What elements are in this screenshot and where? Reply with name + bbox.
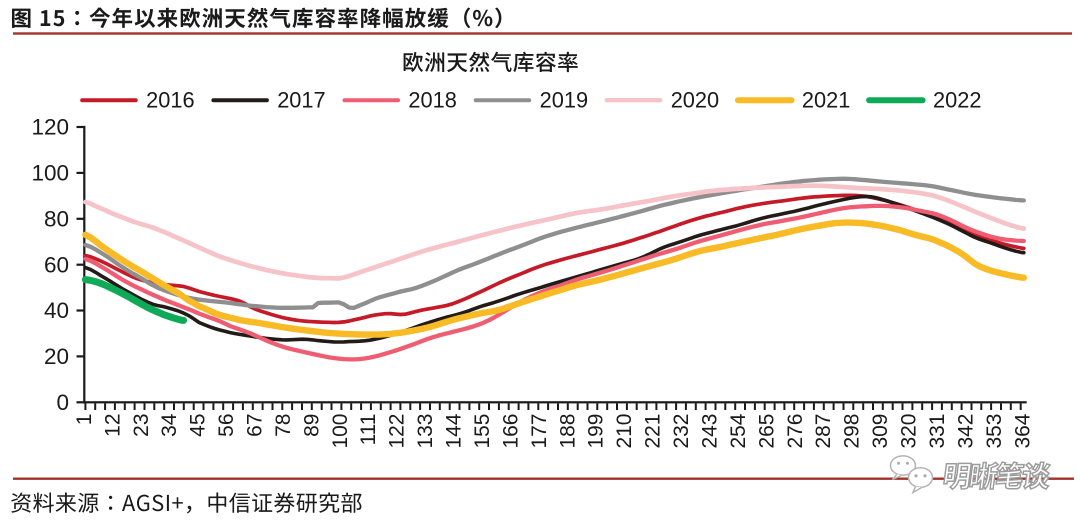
svg-text:265: 265 [755, 414, 778, 449]
svg-text:155: 155 [471, 414, 494, 449]
svg-text:232: 232 [670, 414, 693, 449]
svg-text:133: 133 [414, 414, 437, 449]
svg-text:100: 100 [31, 161, 69, 186]
svg-text:2022: 2022 [933, 87, 982, 112]
svg-text:56: 56 [215, 414, 238, 437]
svg-text:122: 122 [386, 414, 409, 449]
svg-text:144: 144 [443, 413, 466, 448]
svg-text:12: 12 [101, 414, 124, 437]
svg-text:199: 199 [585, 414, 608, 449]
svg-text:353: 353 [983, 414, 1006, 449]
svg-text:2016: 2016 [146, 87, 195, 112]
svg-text:177: 177 [528, 414, 551, 449]
svg-text:89: 89 [300, 414, 323, 437]
svg-text:2019: 2019 [540, 87, 589, 112]
svg-text:254: 254 [727, 413, 750, 448]
svg-text:166: 166 [499, 414, 522, 449]
svg-text:188: 188 [556, 414, 579, 449]
svg-text:111: 111 [357, 414, 380, 446]
svg-text:364: 364 [1011, 413, 1034, 448]
svg-text:67: 67 [244, 414, 267, 437]
svg-text:298: 298 [841, 414, 864, 449]
svg-text:2017: 2017 [277, 87, 326, 112]
svg-text:20: 20 [44, 344, 69, 369]
svg-text:80: 80 [44, 206, 69, 231]
svg-text:2018: 2018 [408, 87, 457, 112]
svg-text:120: 120 [31, 115, 69, 140]
svg-text:342: 342 [954, 414, 977, 449]
svg-text:331: 331 [926, 414, 949, 449]
svg-text:34: 34 [158, 413, 181, 437]
svg-text:2020: 2020 [671, 87, 720, 112]
svg-text:100: 100 [329, 414, 352, 449]
svg-text:23: 23 [130, 414, 153, 437]
svg-text:276: 276 [784, 414, 807, 449]
svg-text:221: 221 [642, 414, 665, 449]
svg-text:1: 1 [73, 414, 96, 426]
svg-text:243: 243 [699, 414, 722, 449]
svg-text:40: 40 [44, 298, 69, 323]
svg-text:0: 0 [56, 390, 69, 415]
svg-text:287: 287 [812, 414, 835, 449]
svg-text:210: 210 [613, 414, 636, 449]
svg-text:2021: 2021 [802, 87, 851, 112]
svg-text:320: 320 [898, 414, 921, 449]
svg-text:309: 309 [869, 414, 892, 449]
svg-text:60: 60 [44, 252, 69, 277]
svg-text:78: 78 [272, 414, 295, 437]
svg-text:45: 45 [187, 414, 210, 437]
